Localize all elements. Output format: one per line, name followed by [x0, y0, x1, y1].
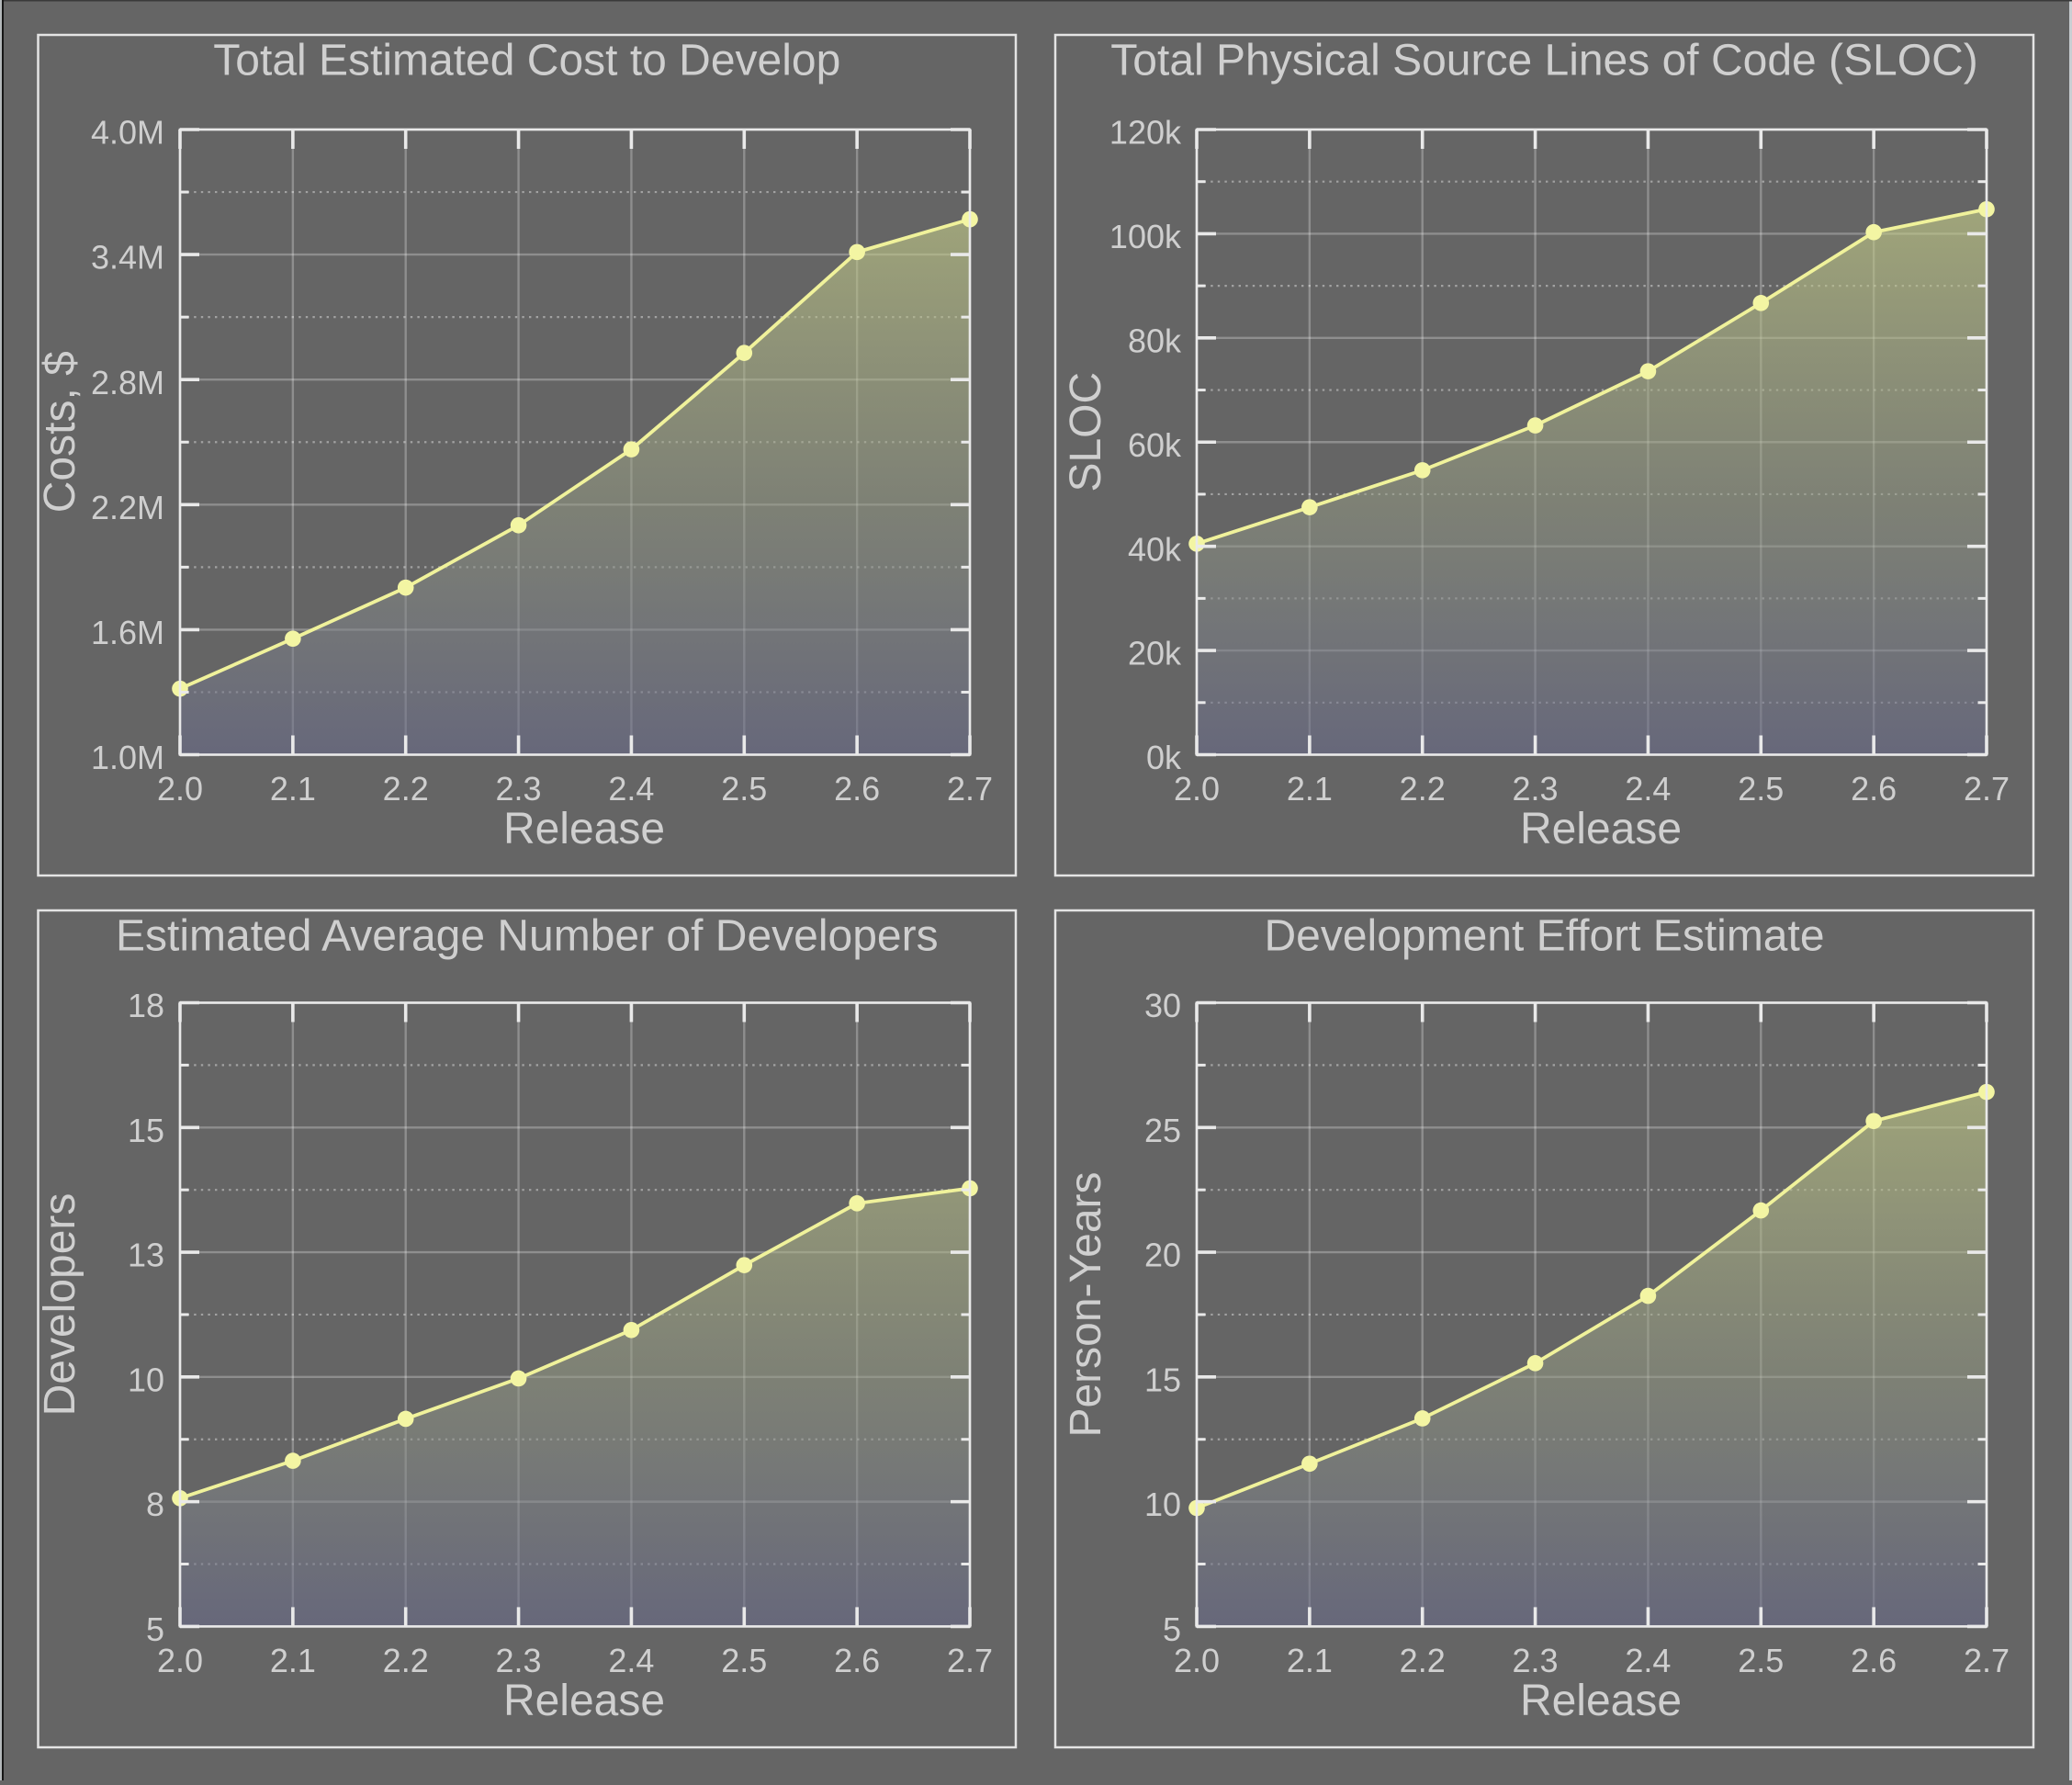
- svg-text:Total Physical Source Lines of: Total Physical Source Lines of Code (SLO…: [1110, 36, 1977, 85]
- svg-text:8: 8: [146, 1486, 164, 1523]
- svg-text:2.0: 2.0: [1174, 1642, 1220, 1679]
- svg-text:2.3: 2.3: [496, 770, 542, 808]
- svg-text:20: 20: [1144, 1237, 1181, 1274]
- svg-text:Release: Release: [1520, 805, 1682, 853]
- svg-text:Person-Years: Person-Years: [1062, 1171, 1110, 1437]
- svg-text:25: 25: [1144, 1112, 1181, 1149]
- svg-text:2.6: 2.6: [834, 1642, 880, 1679]
- svg-text:Costs, $: Costs, $: [36, 351, 84, 513]
- svg-text:120k: 120k: [1109, 114, 1182, 152]
- svg-text:Developers: Developers: [36, 1193, 84, 1417]
- svg-text:2.1: 2.1: [1287, 1642, 1333, 1679]
- svg-text:10: 10: [128, 1361, 164, 1398]
- svg-text:2.8M: 2.8M: [91, 364, 164, 401]
- svg-text:2.0: 2.0: [157, 1642, 203, 1679]
- svg-text:1.0M: 1.0M: [91, 739, 164, 776]
- svg-text:2.2: 2.2: [383, 1642, 429, 1679]
- svg-text:2.5: 2.5: [1738, 1642, 1784, 1679]
- svg-text:2.6: 2.6: [1851, 1642, 1897, 1679]
- svg-text:60k: 60k: [1128, 426, 1182, 464]
- svg-text:2.2: 2.2: [1400, 770, 1446, 808]
- svg-text:2.7: 2.7: [1964, 770, 2010, 808]
- svg-text:2.1: 2.1: [270, 770, 316, 808]
- svg-text:2.1: 2.1: [1287, 770, 1333, 808]
- svg-text:2.0: 2.0: [157, 770, 203, 808]
- svg-text:1.6M: 1.6M: [91, 614, 164, 651]
- svg-text:Release: Release: [503, 805, 665, 853]
- svg-text:0k: 0k: [1146, 739, 1182, 776]
- svg-text:3.4M: 3.4M: [91, 239, 164, 277]
- svg-text:2.5: 2.5: [721, 770, 767, 808]
- svg-text:Release: Release: [1520, 1677, 1682, 1725]
- svg-text:2.5: 2.5: [1738, 770, 1784, 808]
- svg-text:2.6: 2.6: [834, 770, 880, 808]
- svg-text:13: 13: [128, 1237, 164, 1274]
- svg-text:40k: 40k: [1128, 530, 1182, 568]
- svg-text:100k: 100k: [1109, 218, 1182, 255]
- svg-text:2.4: 2.4: [608, 770, 654, 808]
- svg-text:15: 15: [1144, 1361, 1181, 1398]
- svg-text:2.7: 2.7: [947, 1642, 993, 1679]
- svg-text:15: 15: [128, 1112, 164, 1149]
- svg-text:5: 5: [146, 1610, 164, 1648]
- svg-text:Release: Release: [503, 1677, 665, 1725]
- svg-text:2.2: 2.2: [383, 770, 429, 808]
- svg-text:4.0M: 4.0M: [91, 114, 164, 152]
- svg-text:2.2: 2.2: [1400, 1642, 1446, 1679]
- svg-text:2.3: 2.3: [496, 1642, 542, 1679]
- svg-text:2.0: 2.0: [1174, 770, 1220, 808]
- svg-text:2.7: 2.7: [947, 770, 993, 808]
- svg-text:20k: 20k: [1128, 635, 1182, 672]
- svg-text:2.4: 2.4: [608, 1642, 654, 1679]
- svg-text:2.3: 2.3: [1513, 1642, 1559, 1679]
- svg-text:Total Estimated Cost to Develo: Total Estimated Cost to Develop: [213, 36, 840, 85]
- svg-text:2.3: 2.3: [1513, 770, 1559, 808]
- svg-text:Estimated Average Number of De: Estimated Average Number of Developers: [116, 911, 939, 960]
- svg-text:2.2M: 2.2M: [91, 489, 164, 526]
- svg-text:10: 10: [1144, 1486, 1181, 1523]
- svg-text:18: 18: [128, 987, 164, 1024]
- svg-text:2.4: 2.4: [1625, 770, 1671, 808]
- svg-text:2.7: 2.7: [1964, 1642, 2010, 1679]
- svg-text:30: 30: [1144, 987, 1181, 1024]
- svg-text:5: 5: [1163, 1610, 1181, 1648]
- svg-text:Development Effort Estimate: Development Effort Estimate: [1264, 911, 1824, 960]
- svg-text:2.5: 2.5: [721, 1642, 767, 1679]
- svg-text:80k: 80k: [1128, 322, 1182, 359]
- svg-text:SLOC: SLOC: [1062, 372, 1110, 492]
- svg-text:2.6: 2.6: [1851, 770, 1897, 808]
- svg-text:2.4: 2.4: [1625, 1642, 1671, 1679]
- svg-text:2.1: 2.1: [270, 1642, 316, 1679]
